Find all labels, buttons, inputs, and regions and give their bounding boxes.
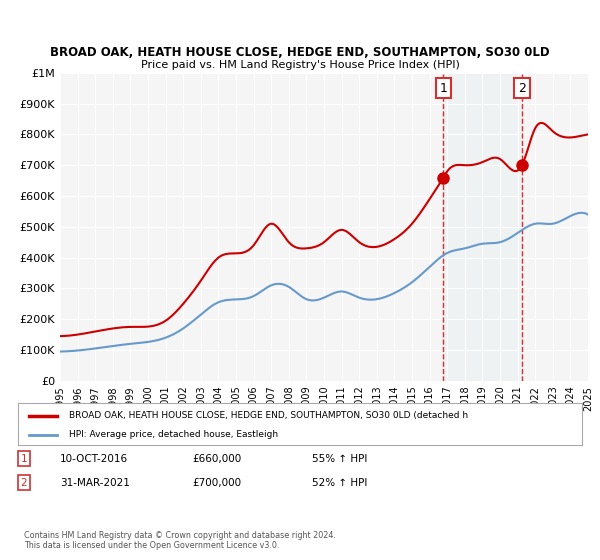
Text: 2: 2 bbox=[20, 478, 28, 488]
Text: HPI: Average price, detached house, Eastleigh: HPI: Average price, detached house, East… bbox=[69, 430, 278, 439]
Text: 1: 1 bbox=[20, 454, 28, 464]
Text: 2: 2 bbox=[518, 82, 526, 95]
Text: 31-MAR-2021: 31-MAR-2021 bbox=[60, 478, 130, 488]
Text: £660,000: £660,000 bbox=[192, 454, 241, 464]
Text: 10-OCT-2016: 10-OCT-2016 bbox=[60, 454, 128, 464]
Text: 55% ↑ HPI: 55% ↑ HPI bbox=[312, 454, 367, 464]
Text: BROAD OAK, HEATH HOUSE CLOSE, HEDGE END, SOUTHAMPTON, SO30 0LD: BROAD OAK, HEATH HOUSE CLOSE, HEDGE END,… bbox=[50, 46, 550, 59]
Text: BROAD OAK, HEATH HOUSE CLOSE, HEDGE END, SOUTHAMPTON, SO30 0LD (detached h: BROAD OAK, HEATH HOUSE CLOSE, HEDGE END,… bbox=[69, 411, 468, 421]
Text: Contains HM Land Registry data © Crown copyright and database right 2024.
This d: Contains HM Land Registry data © Crown c… bbox=[24, 530, 336, 550]
Text: 52% ↑ HPI: 52% ↑ HPI bbox=[312, 478, 367, 488]
Text: 1: 1 bbox=[439, 82, 447, 95]
Bar bbox=[443, 73, 522, 381]
Text: £700,000: £700,000 bbox=[192, 478, 241, 488]
Text: Price paid vs. HM Land Registry's House Price Index (HPI): Price paid vs. HM Land Registry's House … bbox=[140, 60, 460, 70]
